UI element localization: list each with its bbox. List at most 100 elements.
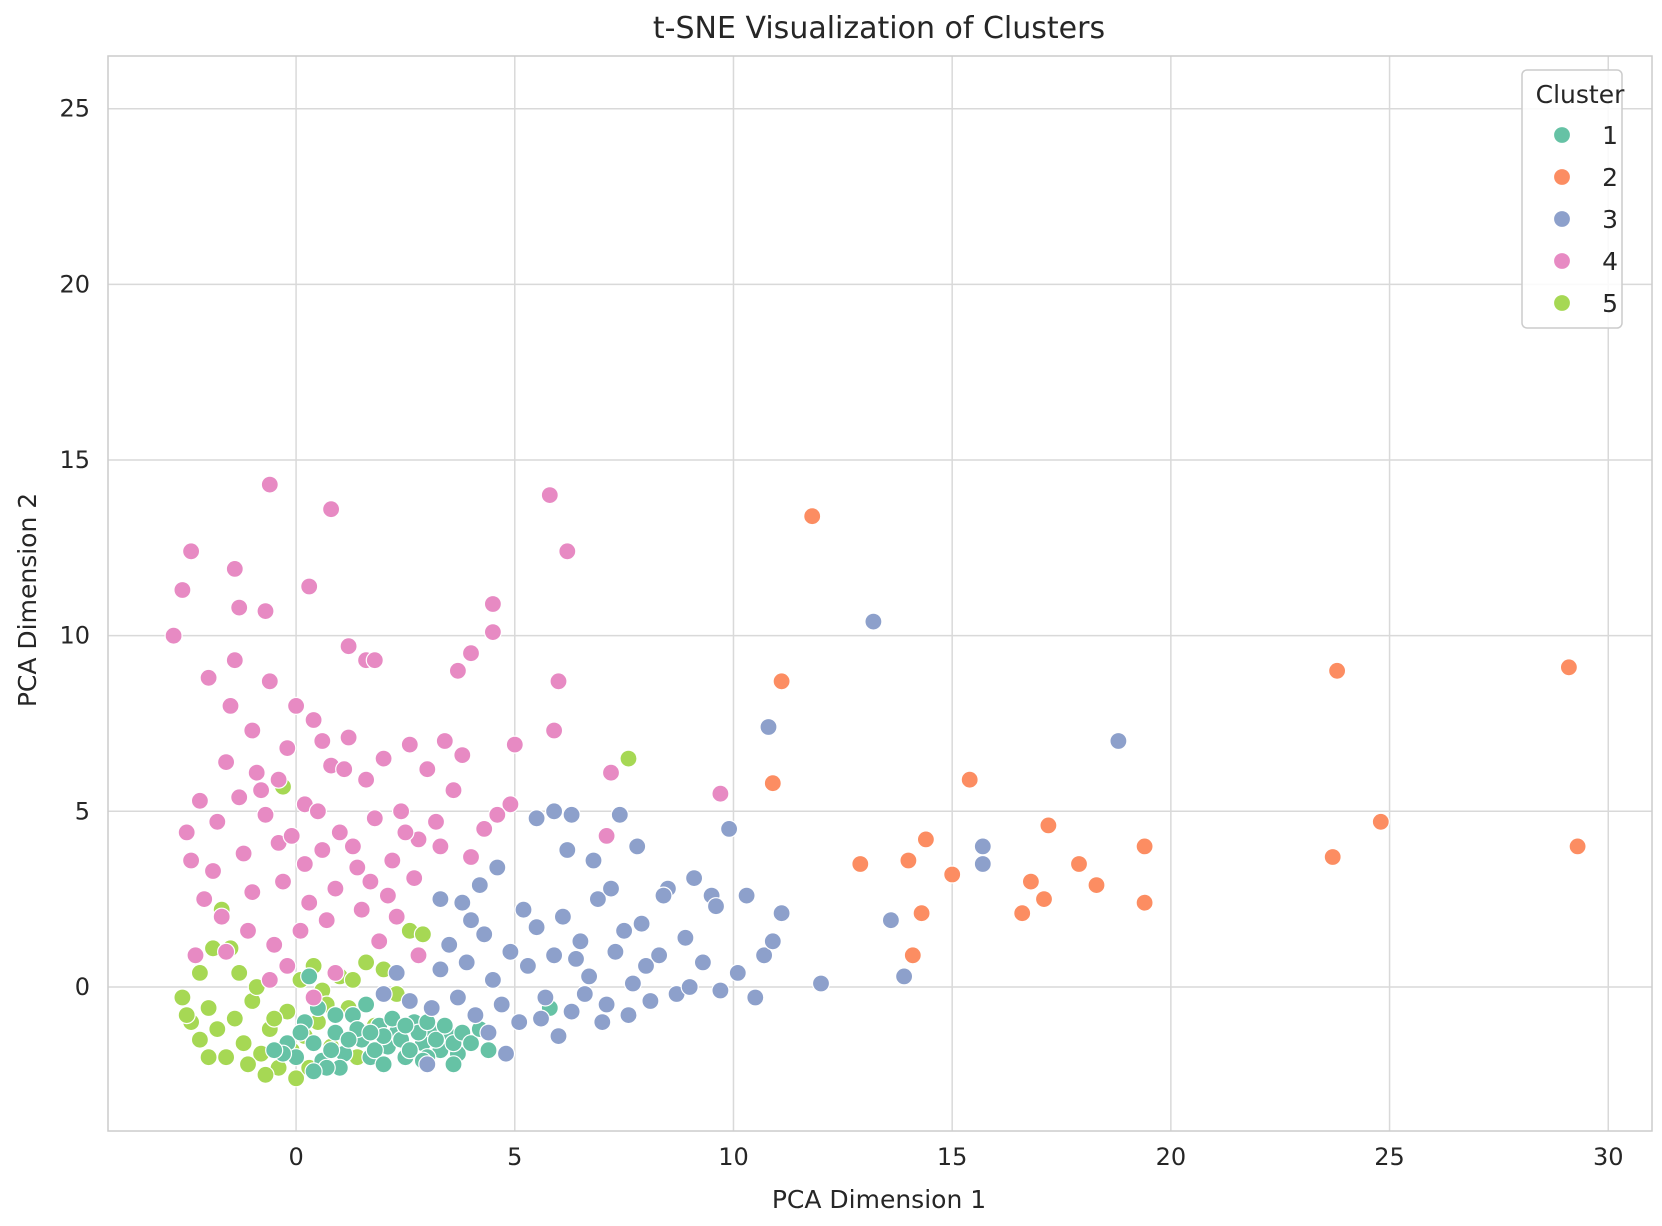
data-point-cluster-2 [916, 830, 936, 849]
data-point-cluster-2 [772, 672, 791, 691]
legend-item-5: 5 [1552, 289, 1618, 318]
legend-marker [1552, 209, 1572, 229]
data-point-cluster-3 [654, 886, 673, 905]
data-point-cluster-4 [444, 781, 463, 800]
data-point-cluster-5 [217, 1048, 236, 1067]
data-point-cluster-3 [562, 805, 581, 824]
data-point-cluster-1 [300, 967, 319, 986]
data-point-cluster-3 [684, 868, 704, 888]
x-tick-label: 10 [718, 1143, 749, 1171]
data-point-cluster-3 [483, 970, 502, 990]
data-point-cluster-2 [1568, 837, 1587, 856]
data-point-cluster-3 [440, 935, 459, 954]
data-point-cluster-4 [461, 644, 481, 663]
y-tick-label: 25 [59, 95, 90, 123]
data-point-cluster-4 [418, 760, 437, 779]
data-point-cluster-5 [190, 1030, 209, 1049]
data-point-cluster-3 [536, 988, 555, 1007]
data-point-cluster-4 [453, 745, 472, 765]
data-point-cluster-4 [225, 559, 244, 579]
data-point-cluster-4 [247, 763, 266, 782]
data-point-cluster-5 [234, 1034, 253, 1053]
data-point-cluster-3 [422, 998, 441, 1018]
data-point-cluster-5 [173, 988, 192, 1007]
data-point-cluster-4 [313, 731, 332, 751]
data-point-cluster-4 [335, 760, 354, 779]
data-point-cluster-5 [199, 998, 218, 1018]
data-point-cluster-5 [343, 970, 362, 990]
chart-title: t-SNE Visualization of Clusters [653, 11, 1105, 46]
data-point-cluster-3 [746, 988, 765, 1007]
x-axis-title: PCA Dimension 1 [772, 1185, 986, 1214]
data-point-cluster-2 [803, 507, 822, 526]
data-point-cluster-4 [300, 893, 319, 912]
data-point-cluster-3 [606, 942, 625, 961]
data-point-cluster-4 [203, 861, 223, 881]
data-point-cluster-1 [400, 1041, 419, 1060]
x-tick-label: 25 [1374, 1143, 1405, 1171]
y-tick-label: 20 [59, 270, 90, 298]
data-point-cluster-1 [396, 1016, 415, 1035]
y-tick-label: 0 [75, 973, 90, 1001]
data-point-cluster-1 [357, 995, 376, 1014]
data-point-cluster-4 [405, 868, 424, 888]
data-point-cluster-3 [610, 805, 629, 824]
data-point-cluster-3 [466, 1005, 485, 1025]
data-point-cluster-3 [973, 837, 992, 856]
legend-marker [1552, 293, 1572, 313]
data-point-cluster-4 [313, 840, 332, 860]
data-point-cluster-4 [225, 651, 244, 670]
data-point-cluster-4 [409, 946, 428, 965]
y-tick-label: 10 [59, 622, 90, 650]
data-point-cluster-4 [601, 763, 621, 782]
data-point-cluster-3 [759, 717, 778, 737]
data-point-cluster-4 [199, 668, 218, 687]
data-point-cluster-3 [579, 967, 599, 986]
data-point-cluster-1 [361, 1023, 380, 1042]
data-point-cluster-3 [706, 897, 726, 916]
data-point-cluster-3 [562, 1002, 581, 1021]
data-point-cluster-3 [418, 1055, 437, 1074]
data-point-cluster-3 [553, 907, 573, 926]
data-point-cluster-1 [374, 1055, 393, 1074]
data-point-cluster-3 [601, 879, 621, 898]
legend-box [1521, 69, 1623, 329]
data-point-cluster-4 [374, 749, 393, 768]
data-point-cluster-4 [343, 837, 362, 856]
data-point-cluster-3 [544, 946, 564, 965]
data-point-cluster-4 [326, 963, 345, 983]
legend-item-1: 1 [1552, 121, 1618, 150]
data-point-cluster-4 [252, 781, 271, 800]
data-point-cluster-4 [295, 854, 314, 874]
data-point-cluster-4 [365, 651, 384, 670]
data-point-cluster-4 [230, 598, 249, 617]
x-tick-label: 20 [1156, 1143, 1187, 1171]
data-point-cluster-2 [1371, 812, 1390, 831]
data-point-cluster-3 [374, 984, 393, 1004]
x-tick-label: 30 [1593, 1143, 1624, 1171]
data-point-cluster-2 [1021, 872, 1041, 891]
data-point-cluster-4 [304, 710, 323, 730]
data-point-cluster-4 [164, 626, 183, 645]
data-point-cluster-4 [361, 872, 380, 891]
data-point-cluster-4 [330, 823, 349, 842]
data-point-cluster-5 [256, 1065, 275, 1084]
data-point-cluster-1 [326, 1005, 345, 1025]
data-point-cluster-4 [387, 907, 406, 926]
data-point-cluster-4 [348, 858, 367, 877]
data-point-cluster-3 [693, 953, 713, 972]
data-point-cluster-4 [243, 721, 262, 740]
data-point-cluster-3 [676, 928, 695, 947]
data-point-cluster-2 [1039, 816, 1058, 835]
data-point-cluster-2 [1323, 847, 1342, 867]
data-point-cluster-5 [265, 1009, 284, 1028]
legend-marker [1552, 125, 1572, 145]
data-point-cluster-1 [435, 1016, 454, 1035]
x-tick-label: 5 [507, 1143, 522, 1171]
data-point-cluster-3 [711, 981, 730, 1000]
data-point-cluster-4 [597, 826, 616, 846]
data-point-cluster-4 [431, 837, 450, 856]
data-point-cluster-5 [190, 963, 209, 983]
